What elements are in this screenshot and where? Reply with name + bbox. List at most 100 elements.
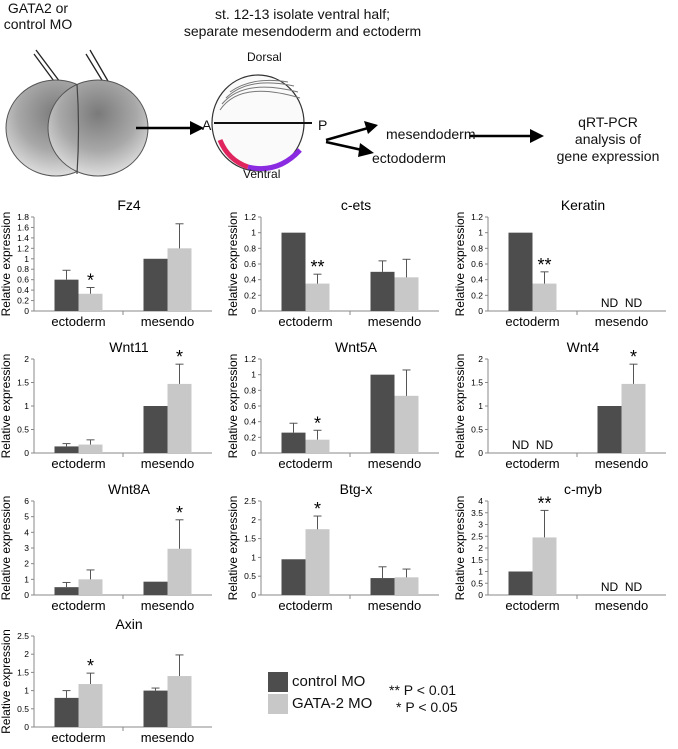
y-tick-label: 3 xyxy=(478,520,483,530)
significance-marker: * xyxy=(176,347,183,367)
y-tick-label: 0.8 xyxy=(244,385,256,395)
y-tick-label: 0 xyxy=(251,448,256,458)
y-tick-label: 0.4 xyxy=(244,275,256,285)
y-tick-label: 2 xyxy=(24,649,29,659)
bar-control-mo-ectoderm xyxy=(54,446,79,453)
significance-marker: * xyxy=(87,271,94,291)
y-tick-label: 0.5 xyxy=(471,578,483,588)
bar-control-mo-ectoderm xyxy=(281,559,306,595)
chart-c-myb: c-myb Relative expression 0 0.51 1.5 2 2.53 3.5… xyxy=(454,481,666,613)
bar-control-mo-mesendo xyxy=(143,690,168,727)
legend: control MO GATA-2 MO xyxy=(268,672,468,722)
y-tick-label: 1.2 xyxy=(17,243,29,253)
y-tick-label: 1.2 xyxy=(244,212,256,222)
y-tick-label: 1.5 xyxy=(471,378,483,388)
y-tick-label: 2.5 xyxy=(471,531,483,541)
legend-label-gata2: GATA-2 MO xyxy=(292,695,373,712)
chart-wnt4: Wnt4 Relative expression 0 0.5 1 1.5 2 ectoderm… xyxy=(454,339,666,471)
ventral-label: Ventral xyxy=(243,167,281,181)
y-tick-label: 5 xyxy=(24,512,29,522)
bar-gata-2-mo-ectoderm xyxy=(305,439,330,453)
legend-swatch-gata2 xyxy=(268,694,288,714)
bar-gata-2-mo-mesendo xyxy=(394,277,419,311)
bar-control-mo-ectoderm xyxy=(281,432,306,453)
y-axis-label: Relative expression xyxy=(0,496,13,601)
bar-control-mo-ectoderm xyxy=(508,232,533,311)
bar-control-mo-mesendo xyxy=(370,271,395,311)
qpcr-line2: analysis of xyxy=(574,131,642,147)
chart-keratin: Keratin Relative expression 0 0.2 0.4 0.6 0.8 1… xyxy=(454,197,666,329)
y-tick-label: 1 xyxy=(478,401,483,411)
bar-gata-2-mo-ectoderm xyxy=(78,684,103,727)
nd-label: ND xyxy=(536,438,554,452)
axis-a-label: A xyxy=(202,117,212,133)
bar-gata-2-mo-ectoderm xyxy=(305,529,330,595)
y-tick-label: 0.2 xyxy=(244,432,256,442)
bar-control-mo-ectoderm xyxy=(54,697,79,727)
chart-wnt8a: Wnt8A Relative expression 0 1 2 3 4 5 6 ectoderm m… xyxy=(0,481,212,613)
y-tick-label: 0.4 xyxy=(471,275,483,285)
x-tick-label: mesendo xyxy=(368,314,421,329)
x-tick-label: mesendo xyxy=(141,456,194,471)
chart-panel-keratin: Keratin Relative expression 0 0.2 0.4 0.6 0.8 1… xyxy=(454,195,676,333)
chart-panel-c-myb: c-myb Relative expression 0 0.5 1 1.5 2 2.5 3 3.5… xyxy=(454,479,676,617)
bar-control-mo-mesendo xyxy=(370,374,395,453)
y-tick-label: 2 xyxy=(251,515,256,525)
y-tick-label: 1 xyxy=(24,574,29,584)
bar-gata-2-mo-mesendo xyxy=(394,395,419,453)
bar-gata-2-mo-mesendo xyxy=(167,676,192,727)
y-axis-label: Relative expression xyxy=(227,354,240,459)
y-tick-label: 1.8 xyxy=(17,212,29,222)
bar-control-mo-mesendo xyxy=(597,406,622,453)
significance-marker: * xyxy=(314,413,321,433)
y-tick-label: 2 xyxy=(478,354,483,364)
chart-panel-fz4: Fz4 Relative expression 0 0.2 0.4 0.6 0.8 1 1.2 1… xyxy=(0,195,222,333)
nd-label: ND xyxy=(601,296,619,310)
embryo-right-cell xyxy=(47,79,149,177)
bar-gata-2-mo-ectoderm xyxy=(78,444,103,453)
bar-control-mo-ectoderm xyxy=(54,279,79,311)
y-tick-label: 0.5 xyxy=(17,704,29,714)
significance-p05: * P < 0.05 xyxy=(396,699,458,715)
y-tick-label: 1.5 xyxy=(17,378,29,388)
y-tick-label: 0.2 xyxy=(244,290,256,300)
y-tick-label: 0 xyxy=(251,306,256,316)
y-tick-label: 4 xyxy=(478,496,483,506)
nd-label: ND xyxy=(625,580,643,594)
schematic-drawing xyxy=(5,49,544,177)
chart-title-fz4: Fz4 xyxy=(117,197,141,213)
chart-axin: Axin Relative expression 0 0.5 1 1.5 2 2.5 ectod… xyxy=(0,616,212,745)
x-tick-label: ectoderm xyxy=(278,456,332,471)
x-tick-label: ectoderm xyxy=(51,456,105,471)
y-tick-label: 0.2 xyxy=(17,296,29,306)
y-tick-label: 1 xyxy=(24,254,29,264)
y-tick-label: 2 xyxy=(24,354,29,364)
significance-marker: * xyxy=(630,347,637,367)
significance-marker: ** xyxy=(537,493,551,513)
bar-control-mo-mesendo xyxy=(143,258,168,311)
stage-label-line1: st. 12-13 isolate ventral half; xyxy=(214,6,391,22)
significance-marker: * xyxy=(176,503,183,523)
y-tick-label: 0 xyxy=(24,448,29,458)
x-tick-label: mesendo xyxy=(368,598,421,613)
arrow-2-head xyxy=(364,121,378,134)
bar-gata-2-mo-ectoderm xyxy=(78,293,103,311)
y-tick-label: 1.5 xyxy=(244,534,256,544)
legend-label-control: control MO xyxy=(292,673,366,690)
chart-title-axin: Axin xyxy=(115,616,142,632)
y-tick-label: 0.6 xyxy=(244,401,256,411)
chart-wnt11: Wnt11 Relative expression 0 0.5 1 1.5 2 ectoder… xyxy=(0,339,212,471)
y-tick-label: 0 xyxy=(24,722,29,732)
y-tick-label: 0 xyxy=(251,590,256,600)
significance-marker: ** xyxy=(537,255,551,275)
mesendoderm-label: mesendoderm xyxy=(386,126,476,142)
x-tick-label: mesendo xyxy=(141,314,194,329)
x-tick-label: mesendo xyxy=(595,314,648,329)
bar-gata-2-mo-mesendo xyxy=(394,577,419,595)
nd-label: ND xyxy=(625,296,643,310)
significance-marker: * xyxy=(314,499,321,519)
y-tick-label: 2 xyxy=(24,559,29,569)
y-tick-label: 0 xyxy=(478,590,483,600)
